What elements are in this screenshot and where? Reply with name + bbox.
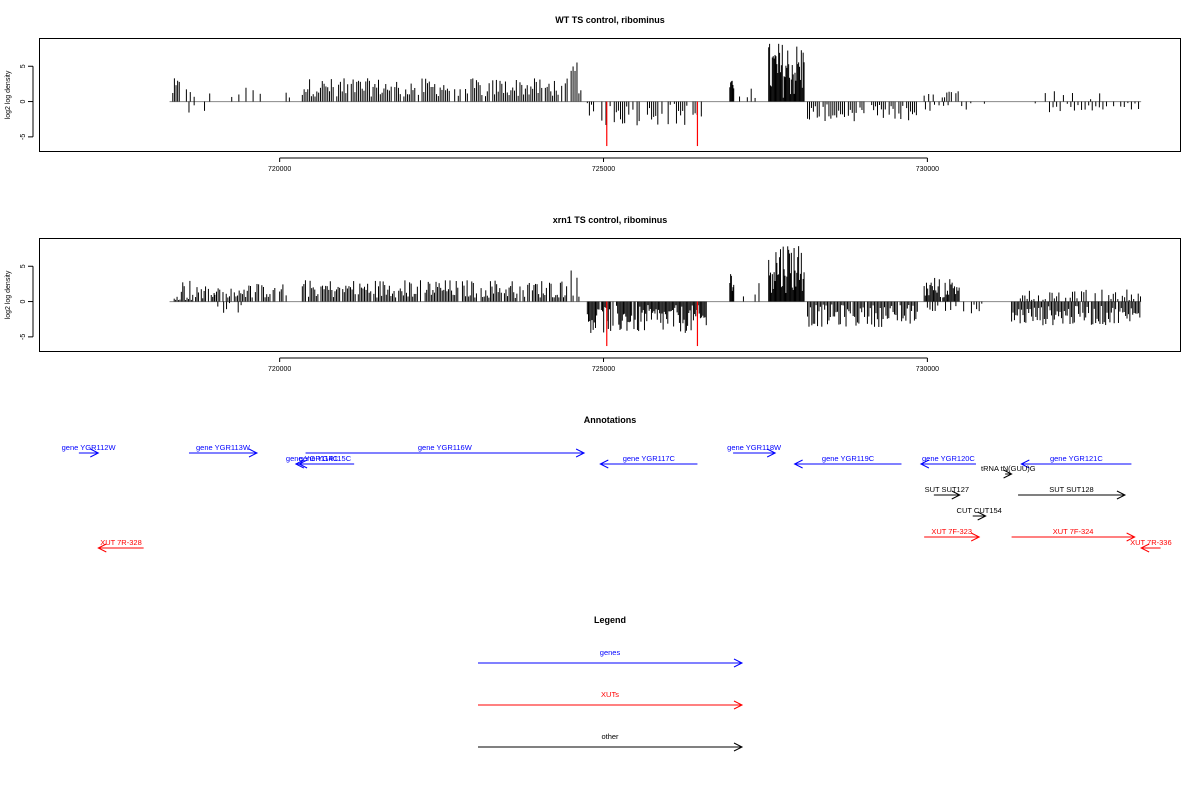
annotation-feature: gene YGR118W bbox=[727, 443, 782, 458]
annotation-feature: XUT 7F-324 bbox=[1011, 527, 1136, 542]
legend-arrowhead bbox=[733, 700, 744, 710]
legend-arrowhead bbox=[733, 742, 744, 752]
y-axis: -5 0 5 bbox=[20, 264, 34, 340]
legend-label: other bbox=[601, 732, 619, 741]
annotation-arrowhead bbox=[766, 448, 777, 458]
annotation-feature: gene YGR119C bbox=[793, 454, 902, 469]
annotation-label: XUT 7F-323 bbox=[931, 527, 972, 536]
annotation-label: gene YGR117C bbox=[623, 454, 676, 463]
annotation-label: SUT SUT128 bbox=[1049, 485, 1093, 494]
annotation-arrowhead bbox=[599, 459, 609, 469]
annotation-label: gene YGR121C bbox=[1050, 454, 1103, 463]
annotation-feature: CUT CUT154 bbox=[957, 506, 1002, 521]
x-axis: 720000 725000 730000 bbox=[268, 357, 939, 373]
signal-bars bbox=[169, 43, 1142, 147]
annotation-feature: tRNA tN(GUU)G bbox=[981, 464, 1036, 479]
x-tick-label: 730000 bbox=[916, 166, 939, 173]
y-tick-label: -5 bbox=[20, 334, 27, 340]
legend-arrowhead bbox=[733, 658, 744, 668]
annotation-label: XUT 7R-328 bbox=[100, 538, 142, 547]
y-tick-label: 0 bbox=[20, 100, 27, 104]
annotation-label: gene YGR112W bbox=[62, 443, 117, 452]
panel-wt-signal: WT TS control, ribominus log2 log densit… bbox=[5, 15, 1181, 173]
legend-label: genes bbox=[600, 648, 621, 657]
annotation-label: gene YGR119C bbox=[822, 454, 875, 463]
legend-item: other bbox=[478, 732, 744, 752]
annotation-arrowhead bbox=[1020, 459, 1030, 469]
annotation-arrowhead bbox=[970, 532, 981, 542]
annotation-feature: SUT SUT128 bbox=[1018, 485, 1127, 500]
annotation-label: gene YGR118W bbox=[727, 443, 782, 452]
y-tick-label: 0 bbox=[20, 300, 27, 304]
annotation-feature: gene YGR120C bbox=[919, 454, 976, 469]
y-axis-label: log2 log density bbox=[5, 70, 12, 119]
annotation-feature: XUT 7F-323 bbox=[924, 527, 981, 542]
annotation-arrowhead bbox=[793, 459, 803, 469]
annotation-label: gene YGR113W bbox=[196, 443, 251, 452]
annotation-feature: gene YGR121C bbox=[1020, 454, 1132, 469]
annotation-feature: XUT 7R-336 bbox=[1130, 538, 1172, 553]
y-axis: -5 0 5 bbox=[20, 64, 34, 140]
y-tick-label: 5 bbox=[20, 64, 27, 68]
annotations-title: Annotations bbox=[584, 415, 637, 425]
annotation-label: tRNA tN(GUU)G bbox=[981, 464, 1036, 473]
plot-frame bbox=[39, 238, 1181, 352]
annotation-label: XUT 7F-324 bbox=[1053, 527, 1094, 536]
annotation-feature: gene YGR117C bbox=[599, 454, 698, 469]
annotation-arrowhead bbox=[1116, 490, 1127, 500]
panel-xrn1-signal: xrn1 TS control, ribominus log2 log dens… bbox=[5, 215, 1181, 373]
annotation-label: XUT 7R-336 bbox=[1130, 538, 1172, 547]
y-axis-label: log2 log density bbox=[5, 270, 12, 319]
annotation-arrowhead bbox=[977, 511, 987, 521]
annotation-arrowhead bbox=[248, 448, 259, 458]
annotation-arrowhead bbox=[90, 448, 100, 458]
annotation-arrowhead bbox=[97, 543, 107, 553]
annotation-label: gene YGR116W bbox=[418, 443, 473, 452]
x-tick-label: 725000 bbox=[592, 166, 615, 173]
annotation-arrowhead bbox=[575, 448, 586, 458]
annotation-arrowhead bbox=[1140, 543, 1150, 553]
annotation-feature: gene YGR115C bbox=[294, 454, 355, 469]
annotation-feature: SUT SUT127 bbox=[925, 485, 969, 500]
annotation-feature: gene YGR113W bbox=[188, 443, 259, 458]
annotation-arrowhead bbox=[1126, 532, 1136, 542]
y-tick-label: -5 bbox=[20, 134, 27, 140]
annotation-arrowhead bbox=[294, 459, 305, 469]
legend-item: XUTs bbox=[478, 690, 744, 710]
legend-label: XUTs bbox=[601, 690, 619, 699]
legend-item: genes bbox=[478, 648, 744, 668]
annotation-arrowhead bbox=[1003, 469, 1013, 479]
annotation-label: gene YGR114C bbox=[286, 454, 339, 463]
panel-title: xrn1 TS control, ribominus bbox=[553, 215, 668, 225]
y-tick-label: 5 bbox=[20, 264, 27, 268]
x-tick-label: 730000 bbox=[916, 366, 939, 373]
annotation-label: gene YGR120C bbox=[922, 454, 975, 463]
annotation-arrowhead bbox=[919, 459, 930, 469]
annotation-label: gene YGR115C bbox=[299, 454, 352, 463]
signal-bars bbox=[169, 246, 1142, 347]
x-axis: 720000 725000 730000 bbox=[268, 157, 939, 173]
legend: Legend genes XUTs other bbox=[478, 615, 744, 752]
annotation-feature: XUT 7R-328 bbox=[97, 538, 144, 553]
annotations-track: Annotations gene YGR112W gene YGR113W gene… bbox=[62, 415, 1172, 553]
annotation-feature: gene YGR112W bbox=[62, 443, 117, 458]
annotation-arrowhead bbox=[951, 490, 961, 500]
x-tick-label: 725000 bbox=[592, 366, 615, 373]
legend-title: Legend bbox=[594, 615, 626, 625]
annotation-label: CUT CUT154 bbox=[957, 506, 1002, 515]
plot-frame bbox=[39, 38, 1181, 152]
panel-title: WT TS control, ribominus bbox=[555, 15, 665, 25]
annotation-feature: gene YGR116W bbox=[305, 443, 586, 458]
annotation-label: SUT SUT127 bbox=[925, 485, 969, 494]
x-tick-label: 720000 bbox=[268, 366, 291, 373]
x-tick-label: 720000 bbox=[268, 166, 291, 173]
